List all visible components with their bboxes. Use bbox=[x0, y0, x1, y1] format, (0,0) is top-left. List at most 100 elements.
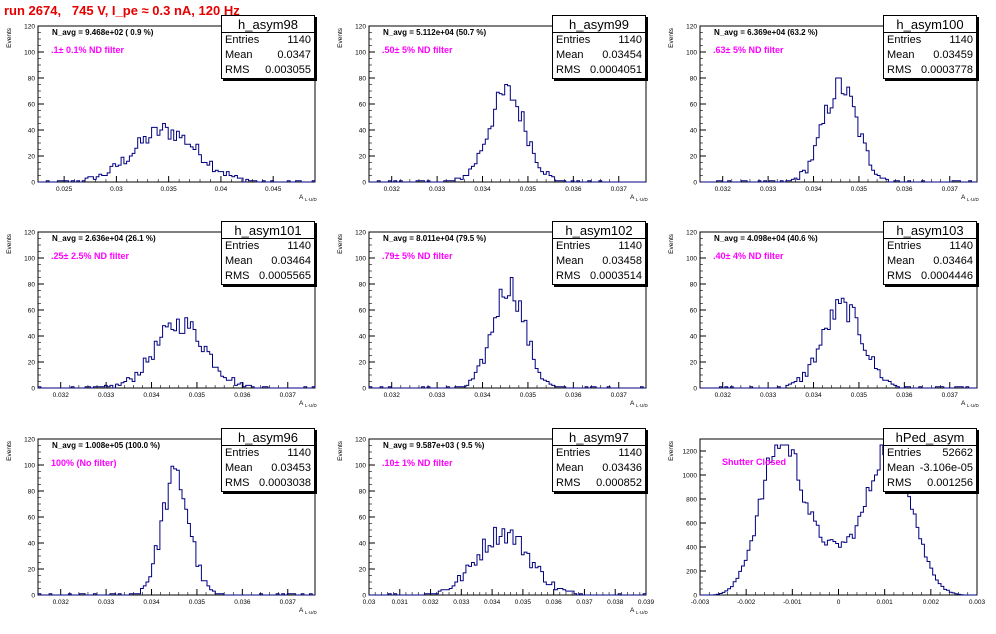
x-axis-subscript: L·U/D bbox=[305, 610, 318, 615]
stat-entries-value: 1140 bbox=[287, 447, 311, 459]
stat-entries-label: Entries bbox=[556, 34, 591, 46]
stat-rms-label: RMS bbox=[225, 477, 250, 489]
stat-mean-value: 0.03453 bbox=[271, 462, 311, 474]
stats-box: h_asym100 Entries 1140 Mean 0.03459 RMS 0.0003… bbox=[883, 15, 977, 79]
stat-entries-label: Entries bbox=[556, 447, 591, 459]
filter-label: .79± 5% ND filter bbox=[382, 251, 453, 261]
y-tick-label: 0 bbox=[362, 593, 366, 600]
y-tick-label: 80 bbox=[359, 76, 367, 83]
y-tick-label: 800 bbox=[686, 497, 697, 504]
x-tick-label: 0.032 bbox=[422, 599, 439, 606]
stat-rms: RMS 0.003055 bbox=[222, 63, 314, 78]
filter-label: 100% (No filter) bbox=[51, 458, 117, 468]
x-axis-subscript: L·U/D bbox=[305, 197, 318, 202]
x-axis-label: A bbox=[299, 194, 304, 201]
filter-label: .25± 2.5% ND filter bbox=[51, 251, 129, 261]
stat-entries-value: 1140 bbox=[618, 447, 642, 459]
x-tick-label: 0.038 bbox=[607, 599, 624, 606]
x-tick-label: 0.036 bbox=[896, 392, 913, 399]
x-tick-label: 0.003 bbox=[969, 599, 986, 606]
x-tick-label: 0.036 bbox=[565, 392, 582, 399]
stat-mean: Mean 0.03436 bbox=[553, 461, 645, 476]
stat-entries-label: Entries bbox=[887, 34, 922, 46]
navg-label: N_avg = 9.587e+03 ( 9.5 %) bbox=[383, 441, 485, 450]
stat-mean: Mean -3.106e-05 bbox=[884, 461, 976, 476]
y-tick-label: 80 bbox=[28, 76, 36, 83]
stat-rms: RMS 0.0005565 bbox=[222, 269, 314, 284]
histogram-line bbox=[369, 526, 647, 596]
x-tick-label: 0.032 bbox=[53, 392, 70, 399]
y-tick-label: 100 bbox=[24, 463, 35, 470]
y-tick-label: 40 bbox=[359, 128, 367, 135]
histogram-line bbox=[38, 123, 316, 183]
x-tick-label: 0.033 bbox=[98, 392, 115, 399]
x-tick-label: 0.032 bbox=[384, 186, 401, 193]
stat-rms: RMS 0.0003038 bbox=[222, 476, 314, 491]
stat-entries-value: 1140 bbox=[287, 240, 311, 252]
navg-label: N_avg = 9.468e+02 ( 0.9 %) bbox=[52, 28, 154, 37]
y-axis-label: Events bbox=[6, 440, 13, 461]
y-axis-label: Events bbox=[337, 27, 344, 48]
navg-label: N_avg = 4.098e+04 (40.6 %) bbox=[714, 234, 818, 243]
y-tick-label: 120 bbox=[355, 437, 366, 444]
histogram-name: h_asym97 bbox=[553, 429, 645, 446]
y-tick-label: 100 bbox=[355, 50, 366, 57]
stat-entries-value: 1140 bbox=[949, 34, 973, 46]
stat-mean-label: Mean bbox=[556, 255, 584, 267]
x-tick-label: 0.025 bbox=[56, 186, 73, 193]
stat-mean-label: Mean bbox=[225, 49, 253, 61]
y-tick-label: 0 bbox=[693, 180, 697, 187]
x-tick-label: -0.002 bbox=[737, 599, 756, 606]
stat-mean-label: Mean bbox=[225, 462, 253, 474]
histogram-name: h_asym101 bbox=[222, 222, 314, 239]
x-axis-label: A bbox=[961, 194, 966, 201]
x-axis-subscript: L·U/D bbox=[305, 403, 318, 408]
histogram-pad-h_asym98: 0 20 40 60 80 100 120 0.025 0.03 0.035 0.04 0.045 Ev… bbox=[0, 14, 328, 221]
x-axis-subscript: L·U/D bbox=[636, 610, 649, 615]
stat-entries: Entries 1140 bbox=[222, 446, 314, 461]
y-tick-label: 80 bbox=[28, 282, 36, 289]
y-tick-label: 100 bbox=[355, 256, 366, 263]
stats-box: h_asym96 Entries 1140 Mean 0.03453 RMS 0.00030… bbox=[221, 428, 315, 492]
stat-entries-label: Entries bbox=[225, 34, 260, 46]
stats-box: h_asym102 Entries 1140 Mean 0.03458 RMS 0.0003… bbox=[552, 221, 646, 285]
x-tick-label: 0.037 bbox=[280, 599, 297, 606]
stat-mean: Mean 0.0347 bbox=[222, 48, 314, 63]
stat-entries: Entries 1140 bbox=[553, 446, 645, 461]
y-tick-label: 40 bbox=[28, 541, 36, 548]
stat-rms-value: 0.0003514 bbox=[590, 270, 642, 282]
histogram-plot: 0 20 40 60 80 100 120 0.032 0.033 0.034 0.035 0.036… bbox=[6, 437, 318, 616]
histogram-pad-h_asym97: 0 20 40 60 80 100 120 0.03 0.031 0.032 0.033 0.034 0… bbox=[331, 427, 659, 634]
y-axis-label: Events bbox=[668, 27, 675, 48]
y-axis-label: Events bbox=[6, 27, 13, 48]
stat-mean: Mean 0.03464 bbox=[884, 254, 976, 269]
histogram-line bbox=[700, 77, 977, 183]
stat-rms-value: 0.001256 bbox=[927, 477, 973, 489]
y-tick-label: 60 bbox=[359, 308, 367, 315]
histogram-name: h_asym102 bbox=[553, 222, 645, 239]
stat-entries: Entries 52662 bbox=[884, 446, 976, 461]
y-tick-label: 0 bbox=[362, 386, 366, 393]
x-axis-label: A bbox=[630, 607, 635, 614]
histogram-line bbox=[700, 297, 977, 389]
x-tick-label: 0.035 bbox=[161, 186, 178, 193]
y-tick-label: 40 bbox=[28, 334, 36, 341]
histogram-name: h_asym100 bbox=[884, 16, 976, 33]
stat-entries-label: Entries bbox=[556, 240, 591, 252]
y-tick-label: 60 bbox=[690, 308, 698, 315]
filter-label: .63± 5% ND filter bbox=[713, 45, 784, 55]
histogram-plot: 0 20 40 60 80 100 120 0.032 0.033 0.034 0.035 0.036… bbox=[337, 230, 649, 409]
stat-entries-label: Entries bbox=[225, 240, 260, 252]
x-tick-label: 0.035 bbox=[515, 599, 532, 606]
x-tick-label: 0.034 bbox=[474, 392, 491, 399]
y-tick-label: 20 bbox=[359, 567, 367, 574]
x-tick-label: 0.032 bbox=[384, 392, 401, 399]
stat-mean-label: Mean bbox=[887, 255, 915, 267]
stats-box: h_asym99 Entries 1140 Mean 0.03454 RMS 0.00040… bbox=[552, 15, 646, 79]
stat-rms: RMS 0.000852 bbox=[553, 476, 645, 491]
x-tick-label: 0.036 bbox=[234, 599, 251, 606]
y-tick-label: 400 bbox=[686, 545, 697, 552]
stat-mean-label: Mean bbox=[887, 49, 915, 61]
x-tick-label: 0.03 bbox=[363, 599, 376, 606]
y-tick-label: 20 bbox=[690, 360, 698, 367]
